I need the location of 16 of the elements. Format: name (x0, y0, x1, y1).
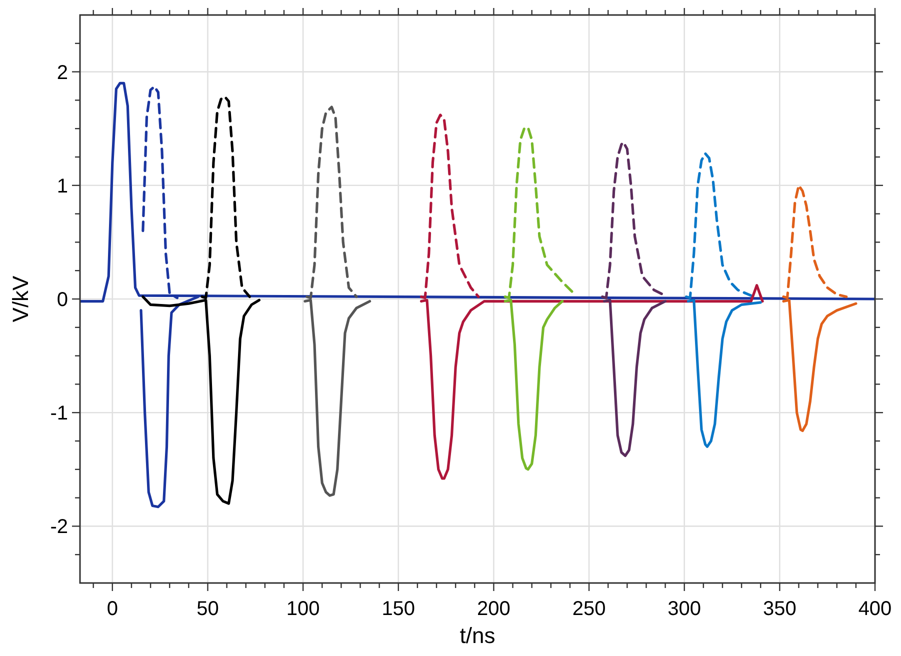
x-tick-label: 400 (858, 598, 892, 620)
x-tick-label: 350 (762, 598, 796, 620)
x-tick-label: 150 (382, 598, 416, 620)
x-tick-label: 300 (668, 598, 702, 620)
y-tick-label: 0 (56, 289, 68, 311)
x-tick-label: 100 (286, 598, 320, 620)
x-tick-label: 0 (106, 598, 118, 620)
y-tick-label: 1 (56, 175, 68, 198)
x-tick-label: 50 (196, 598, 219, 620)
y-tick-label: -2 (50, 516, 68, 538)
x-axis-title: t/ns (460, 623, 496, 648)
y-axis-title: V/kV (8, 275, 33, 322)
x-tick-label: 250 (572, 598, 606, 620)
y-tick-label: 2 (56, 62, 68, 84)
x-tick-label: 200 (477, 598, 510, 620)
y-tick-label: -1 (50, 402, 68, 425)
